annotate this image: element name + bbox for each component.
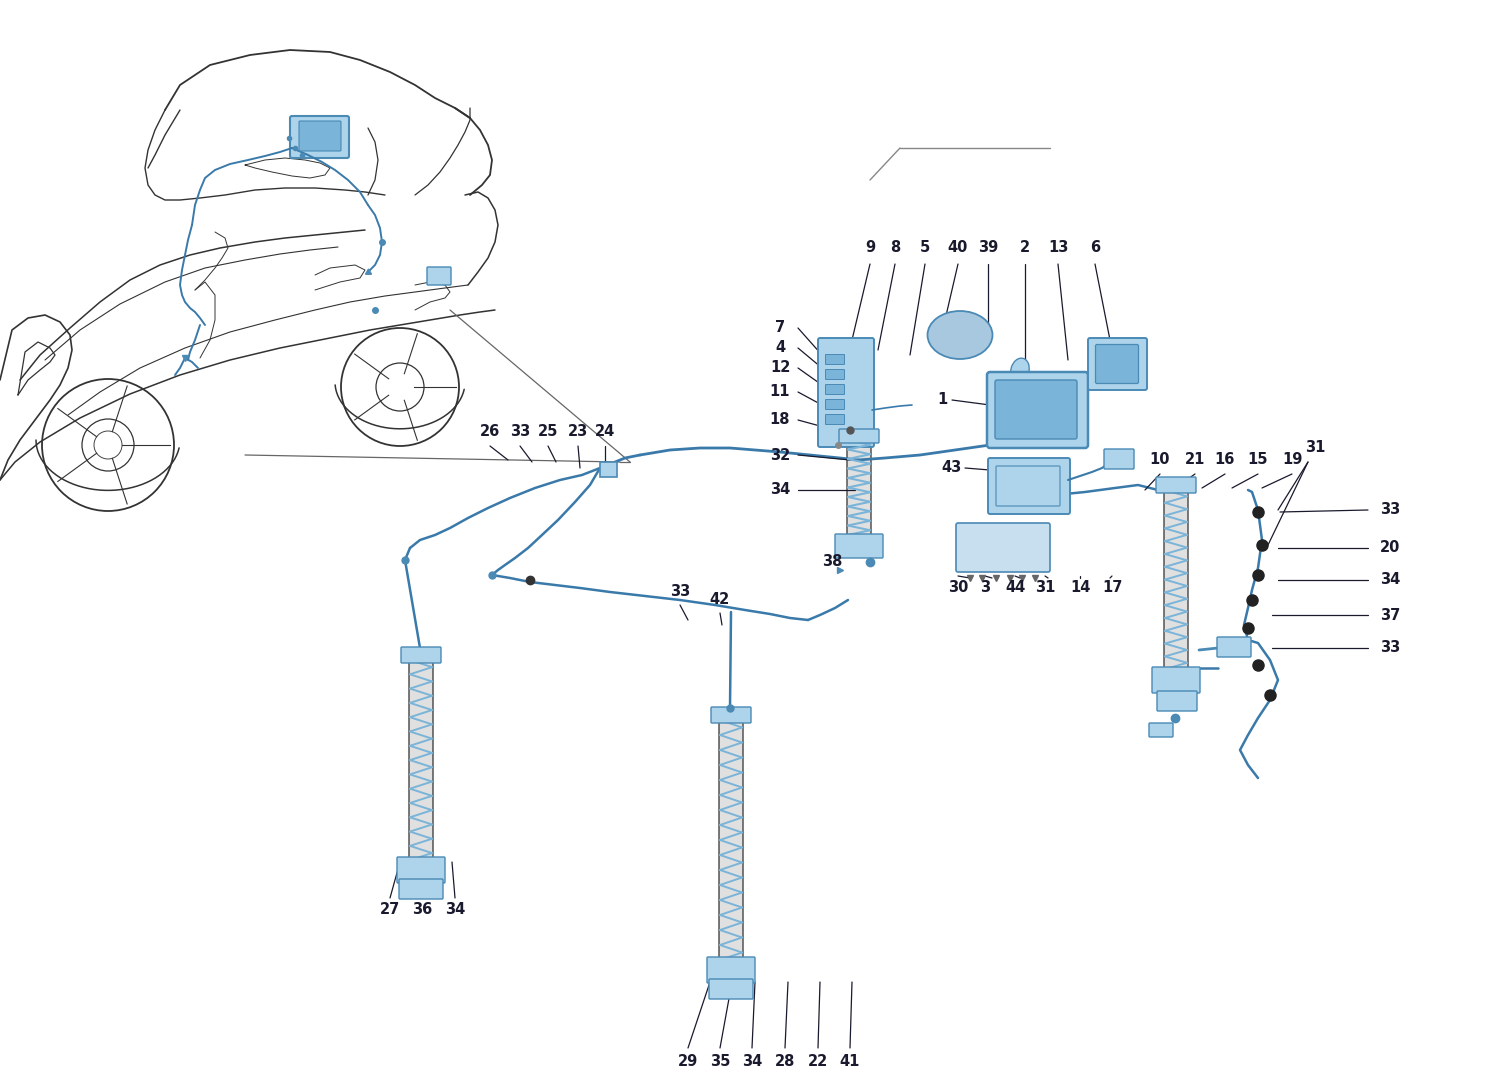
FancyBboxPatch shape (718, 719, 742, 960)
Text: 36: 36 (413, 903, 432, 918)
Text: 22: 22 (808, 1054, 828, 1069)
Text: 18: 18 (770, 413, 790, 428)
Ellipse shape (927, 311, 993, 359)
Text: 8: 8 (890, 241, 900, 256)
FancyBboxPatch shape (836, 534, 884, 558)
Text: 17: 17 (1102, 580, 1122, 596)
FancyBboxPatch shape (818, 338, 874, 446)
FancyBboxPatch shape (1164, 489, 1188, 671)
Text: 3: 3 (980, 580, 990, 596)
FancyBboxPatch shape (706, 957, 754, 983)
Text: 41: 41 (840, 1054, 860, 1069)
Text: 6: 6 (1090, 241, 1100, 256)
FancyBboxPatch shape (410, 659, 434, 861)
Text: 33: 33 (1380, 640, 1400, 656)
Text: 24: 24 (596, 425, 615, 440)
Text: 31: 31 (1035, 580, 1054, 596)
FancyBboxPatch shape (1156, 692, 1197, 711)
FancyBboxPatch shape (996, 466, 1060, 506)
Text: 20: 20 (1380, 540, 1400, 555)
FancyBboxPatch shape (988, 458, 1070, 514)
Text: 32: 32 (770, 448, 790, 463)
FancyBboxPatch shape (825, 400, 844, 409)
Text: 38: 38 (822, 554, 842, 570)
Text: 16: 16 (1215, 453, 1234, 467)
FancyBboxPatch shape (600, 462, 616, 477)
FancyBboxPatch shape (1149, 723, 1173, 737)
FancyBboxPatch shape (400, 647, 441, 663)
FancyBboxPatch shape (1088, 338, 1148, 390)
FancyBboxPatch shape (839, 429, 879, 443)
Text: 34: 34 (446, 903, 465, 918)
FancyBboxPatch shape (1152, 666, 1200, 693)
Text: 26: 26 (480, 425, 500, 440)
FancyBboxPatch shape (987, 372, 1088, 448)
Text: 35: 35 (710, 1054, 730, 1069)
Text: 2: 2 (1020, 241, 1031, 256)
Text: 7: 7 (776, 320, 784, 335)
FancyBboxPatch shape (298, 121, 340, 151)
Text: 43: 43 (942, 461, 962, 476)
Text: 9: 9 (865, 241, 874, 256)
Text: 39: 39 (978, 241, 998, 256)
FancyBboxPatch shape (825, 355, 844, 365)
Text: 33: 33 (670, 585, 690, 600)
Text: 33: 33 (1380, 502, 1400, 517)
Text: 13: 13 (1048, 241, 1068, 256)
Ellipse shape (1011, 358, 1029, 382)
FancyBboxPatch shape (290, 117, 350, 158)
Text: 23: 23 (568, 425, 588, 440)
Text: 11: 11 (770, 384, 790, 400)
Text: 5: 5 (920, 241, 930, 256)
Text: 19: 19 (1282, 453, 1302, 467)
Text: 25: 25 (538, 425, 558, 440)
Text: 29: 29 (678, 1054, 698, 1069)
FancyBboxPatch shape (1216, 637, 1251, 657)
FancyBboxPatch shape (1104, 449, 1134, 469)
Text: 34: 34 (742, 1054, 762, 1069)
Text: 15: 15 (1248, 453, 1268, 467)
Text: 10: 10 (1149, 453, 1170, 467)
FancyBboxPatch shape (398, 857, 445, 883)
Text: 34: 34 (770, 482, 790, 498)
FancyBboxPatch shape (399, 879, 442, 900)
FancyBboxPatch shape (825, 415, 844, 425)
Text: 31: 31 (1305, 440, 1324, 455)
Text: 4: 4 (776, 341, 784, 355)
Text: 1: 1 (938, 392, 946, 407)
FancyBboxPatch shape (994, 380, 1077, 439)
Text: 30: 30 (948, 580, 968, 596)
Text: 14: 14 (1070, 580, 1090, 596)
FancyBboxPatch shape (1156, 477, 1196, 493)
Text: 42: 42 (710, 592, 730, 608)
Text: 40: 40 (948, 241, 968, 256)
FancyBboxPatch shape (1095, 344, 1138, 383)
Text: 21: 21 (1185, 453, 1204, 467)
Text: 34: 34 (1380, 573, 1400, 587)
FancyBboxPatch shape (711, 707, 752, 723)
FancyBboxPatch shape (847, 439, 871, 536)
FancyBboxPatch shape (956, 523, 1050, 572)
FancyBboxPatch shape (710, 979, 753, 999)
FancyBboxPatch shape (825, 369, 844, 379)
Text: 28: 28 (776, 1054, 795, 1069)
FancyBboxPatch shape (427, 267, 451, 285)
Text: 44: 44 (1005, 580, 1025, 596)
Text: 37: 37 (1380, 608, 1400, 623)
FancyBboxPatch shape (825, 384, 844, 394)
Text: 12: 12 (770, 360, 790, 376)
Text: 27: 27 (380, 903, 400, 918)
Text: 33: 33 (510, 425, 530, 440)
